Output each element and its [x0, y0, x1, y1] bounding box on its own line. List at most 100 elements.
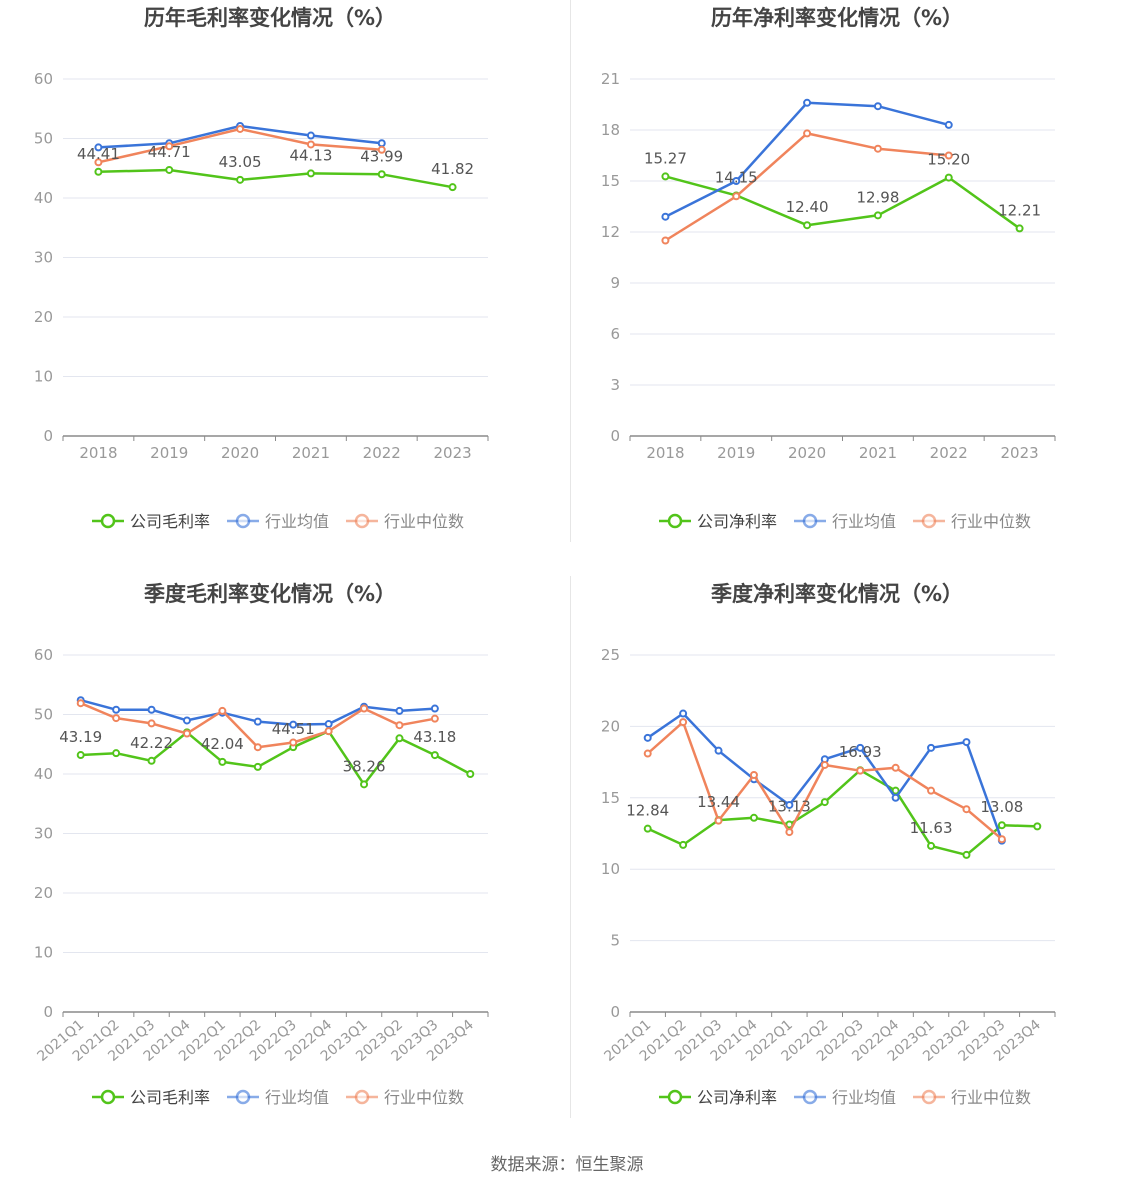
data-label: 38.26: [343, 757, 386, 775]
legend-marker: [235, 513, 251, 529]
data-point-median: [997, 835, 1006, 844]
chart-quarterly-net-margin: 季度净利率变化情况（%） 0 5 10 15 20 25 2021Q1 2021Q2 2021Q3…: [567, 576, 1134, 1152]
legend-item-avg: 行业均值: [227, 1088, 329, 1107]
data-point-company: [962, 850, 971, 859]
y-tick-label: 40: [34, 189, 53, 207]
data-label: 13.44: [697, 793, 740, 811]
data-label: 13.13: [768, 798, 811, 816]
data-point-median: [76, 699, 85, 708]
data-label: 44.13: [289, 146, 332, 164]
data-point-avg: [785, 800, 794, 809]
y-tick-label: 21: [601, 70, 620, 88]
data-label: 12.84: [626, 802, 669, 820]
legend-label: 公司净利率: [697, 1088, 777, 1107]
y-tick-label: 40: [34, 765, 53, 783]
legend-label: 行业均值: [832, 1088, 896, 1107]
data-point-median: [856, 766, 865, 775]
y-tick-label: 60: [34, 70, 53, 88]
y-tick-label: 10: [601, 860, 620, 878]
data-label: 14.15: [715, 168, 758, 186]
data-point-avg: [891, 793, 900, 802]
y-tick-label: 60: [34, 646, 53, 664]
data-point-median: [732, 192, 741, 201]
legend-marker: [802, 513, 818, 529]
y-tick-label: 0: [610, 1003, 620, 1021]
x-tick-label: 2023: [1000, 444, 1038, 462]
data-label: 12.98: [856, 188, 899, 206]
data-point-median: [749, 770, 758, 779]
data-label: 43.19: [59, 728, 102, 746]
data-point-avg: [94, 143, 103, 152]
y-tick-label: 15: [601, 172, 620, 190]
data-point-avg: [714, 746, 723, 755]
y-tick-label: 0: [43, 1003, 53, 1021]
data-label: 43.05: [219, 153, 262, 171]
data-point-median: [182, 729, 191, 738]
data-point-company: [803, 221, 812, 230]
data-point-company: [165, 165, 174, 174]
data-point-median: [962, 805, 971, 814]
x-tick-label: 2021: [859, 444, 897, 462]
data-point-median: [714, 816, 723, 825]
data-point-median: [430, 714, 439, 723]
data-point-avg: [927, 743, 936, 752]
legend-marker: [921, 513, 937, 529]
chart-title: 季度净利率变化情况（%）: [711, 582, 963, 606]
data-point-median: [927, 786, 936, 795]
legend-marker: [354, 513, 370, 529]
x-tick-label: 2022: [363, 444, 401, 462]
x-tick-label: 2020: [221, 444, 259, 462]
data-point-avg: [395, 706, 404, 715]
legend-label: 行业中位数: [951, 512, 1031, 531]
series-line-company: [647, 768, 1038, 857]
y-tick-label: 10: [34, 368, 53, 386]
data-point-median: [324, 727, 333, 736]
data-point-median: [147, 719, 156, 728]
data-point-company: [466, 770, 475, 778]
data-point-avg: [856, 743, 865, 752]
data-point-company: [927, 841, 936, 850]
y-tick-label: 10: [34, 944, 53, 962]
data-point-company: [112, 749, 121, 758]
data-point-avg: [306, 131, 315, 140]
data-point-median: [306, 140, 315, 149]
data-point-avg: [147, 705, 156, 714]
data-point-avg: [182, 716, 191, 725]
y-tick-label: 6: [610, 325, 620, 343]
chart-quarterly-gross-margin: 季度毛利率变化情况（%） 0 10 20 30 40 50 60 2021Q1 2021Q2 202…: [0, 576, 567, 1152]
x-tick-label: 2019: [150, 444, 188, 462]
data-label: 43.18: [413, 728, 456, 746]
legend-label: 行业中位数: [951, 1088, 1031, 1107]
data-point-avg: [803, 98, 812, 107]
data-point-median: [236, 124, 245, 133]
data-point-avg: [324, 720, 333, 729]
legend-marker: [802, 1089, 818, 1105]
data-point-median: [289, 738, 298, 747]
data-point-company: [236, 175, 245, 184]
data-point-company: [873, 211, 882, 220]
data-point-median: [661, 236, 670, 245]
data-point-avg: [377, 139, 386, 148]
data-point-company: [306, 169, 315, 178]
data-point-company: [448, 183, 457, 192]
divider-bottom: [570, 576, 571, 1118]
data-point-median: [679, 718, 688, 727]
y-tick-label: 30: [34, 249, 53, 267]
data-point-company: [749, 813, 758, 822]
chart-title: 历年净利率变化情况（%）: [711, 6, 963, 30]
legend-marker: [354, 1089, 370, 1105]
x-tick-label: 2021: [292, 444, 330, 462]
legend-label: 公司毛利率: [130, 512, 210, 531]
y-tick-label: 0: [610, 427, 620, 445]
data-point-median: [165, 142, 174, 151]
legend-item-company: 公司毛利率: [92, 1088, 210, 1107]
x-tick-label: 2023: [433, 444, 471, 462]
data-point-company: [76, 751, 85, 760]
data-point-median: [395, 721, 404, 730]
legend-item-company: 公司净利率: [659, 1088, 777, 1107]
x-tick-label: 2020: [788, 444, 826, 462]
chart-title: 历年毛利率变化情况（%）: [144, 6, 396, 30]
data-point-median: [820, 760, 829, 769]
data-point-avg: [679, 709, 688, 718]
data-point-company: [997, 821, 1006, 830]
